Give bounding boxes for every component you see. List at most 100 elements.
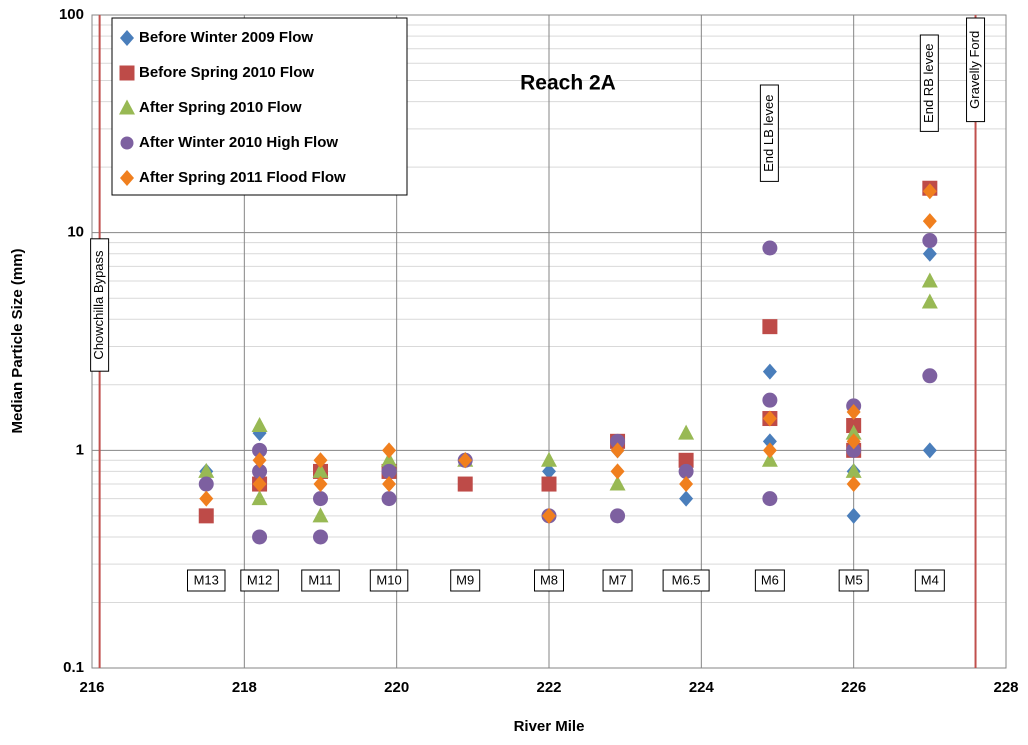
data-point — [381, 491, 397, 507]
y-axis-label: Median Particle Size (mm) — [9, 248, 26, 433]
station-label: M10 — [376, 572, 401, 587]
data-point — [922, 183, 937, 200]
data-point — [313, 529, 328, 545]
data-point — [252, 452, 267, 469]
station-box — [240, 569, 279, 592]
data-point — [762, 319, 778, 335]
x-axis-label: River Mile — [514, 718, 585, 735]
data-point — [678, 452, 694, 468]
data-point — [846, 507, 861, 524]
data-point — [252, 442, 268, 458]
data-point — [762, 392, 778, 408]
station-label: M7 — [609, 572, 627, 587]
station-box — [187, 569, 226, 592]
data-point — [609, 475, 626, 491]
data-point — [252, 529, 268, 545]
data-point — [251, 417, 268, 433]
data-point — [762, 433, 777, 450]
data-point — [922, 245, 937, 262]
data-point — [252, 463, 268, 479]
legend-label: After Spring 2011 Flood Flow — [139, 169, 346, 186]
data-point — [252, 476, 267, 493]
data-point — [198, 508, 214, 524]
station-label: M4 — [921, 572, 939, 587]
x-tick-label: 220 — [384, 679, 409, 696]
boundary-label-box — [90, 238, 110, 372]
data-point — [678, 463, 694, 479]
data-point — [921, 293, 938, 309]
data-point — [610, 442, 625, 459]
station-box — [369, 569, 409, 592]
data-point — [922, 368, 938, 384]
data-point — [846, 404, 861, 421]
data-point — [610, 433, 626, 449]
station-box — [662, 569, 710, 592]
legend-label: After Spring 2010 Flow — [139, 99, 302, 116]
data-point — [921, 272, 938, 288]
data-point — [381, 463, 397, 479]
data-point — [762, 491, 778, 507]
data-point — [762, 442, 777, 459]
data-point — [313, 476, 328, 493]
data-point — [542, 463, 556, 480]
data-point — [458, 452, 473, 469]
x-tick-label: 216 — [79, 679, 104, 696]
data-point — [846, 433, 861, 450]
boundary-label-box — [966, 17, 986, 123]
station-label: M11 — [308, 572, 332, 587]
data-point — [313, 452, 328, 469]
data-point — [761, 451, 778, 467]
legend-marker — [119, 65, 135, 81]
data-point — [198, 462, 215, 478]
levee-label: End RB levee — [921, 43, 936, 123]
data-point — [542, 507, 556, 524]
data-point — [541, 451, 557, 467]
station-label: M12 — [247, 572, 272, 587]
data-point — [382, 476, 397, 493]
data-point — [457, 476, 473, 492]
y-tick-label: 1 — [76, 441, 84, 458]
legend-marker — [120, 30, 134, 46]
legend-marker — [120, 170, 134, 186]
station-box — [754, 569, 785, 592]
station-box — [301, 569, 340, 592]
station-label: M13 — [194, 572, 219, 587]
data-point — [922, 442, 937, 459]
station-box — [534, 569, 564, 592]
station-box — [838, 569, 869, 592]
legend-box — [111, 17, 408, 196]
data-point — [846, 442, 862, 458]
data-point — [678, 424, 695, 440]
data-point — [922, 233, 938, 249]
data-point — [679, 476, 694, 493]
data-point — [313, 491, 328, 507]
x-tick-label: 218 — [232, 679, 257, 696]
data-point — [541, 476, 557, 492]
x-tick-label: 226 — [841, 679, 866, 696]
station-box — [602, 569, 633, 592]
station-label: M9 — [456, 572, 474, 587]
data-point — [762, 363, 777, 380]
legend-label: Before Spring 2010 Flow — [139, 64, 314, 81]
x-tick-label: 228 — [993, 679, 1018, 696]
data-point — [381, 451, 398, 467]
data-point — [198, 476, 214, 492]
levee-label: End LB levee — [761, 95, 776, 172]
levee-label-box — [919, 34, 939, 132]
station-label: M5 — [845, 572, 863, 587]
boundary-label: Gravelly Ford — [967, 31, 982, 109]
data-point — [312, 462, 329, 478]
legend-label: Before Winter 2009 Flow — [139, 29, 313, 46]
levee-label-box — [759, 84, 779, 182]
station-label: M6.5 — [672, 572, 701, 587]
station-box — [914, 569, 945, 592]
data-point — [679, 490, 694, 507]
x-tick-label: 224 — [689, 679, 715, 696]
data-point — [610, 508, 626, 524]
data-point — [610, 463, 625, 480]
data-point — [922, 213, 937, 230]
y-tick-label: 0.1 — [63, 659, 84, 676]
data-point — [382, 442, 397, 459]
y-tick-label: 10 — [67, 224, 84, 241]
